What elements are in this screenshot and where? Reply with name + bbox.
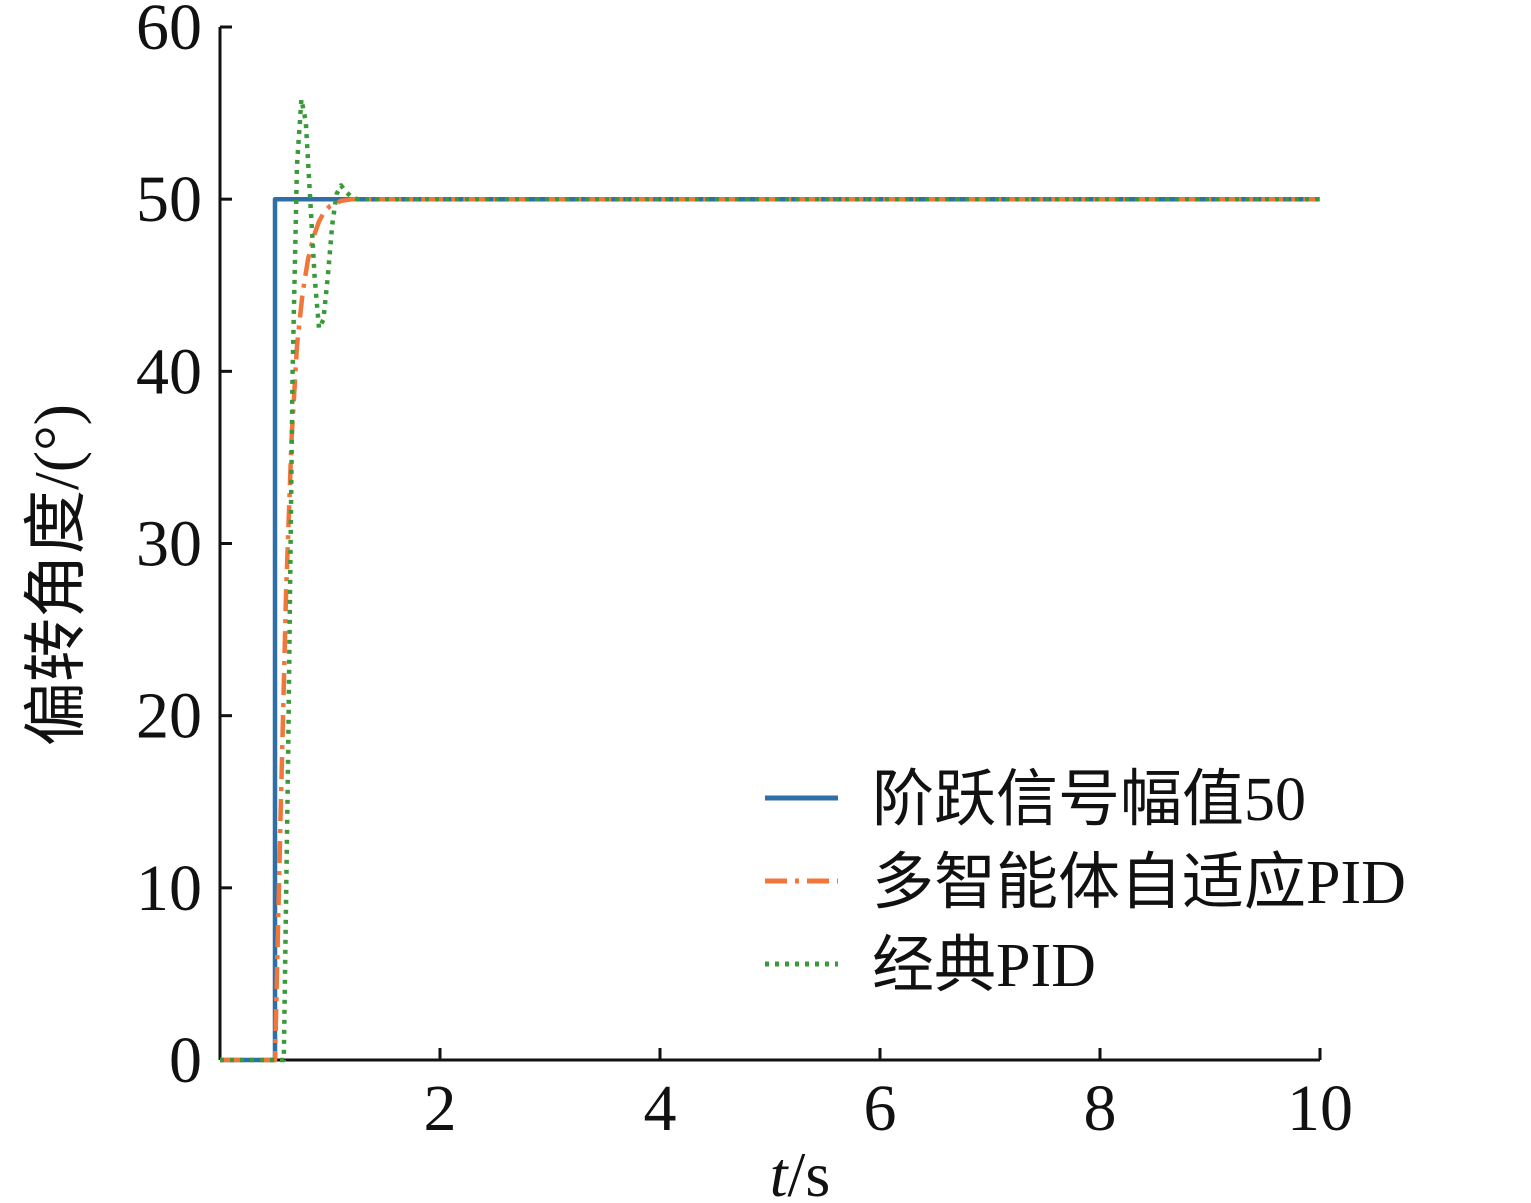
series-line-3 — [220, 97, 1320, 1063]
x-tick-label: 2 — [424, 1072, 457, 1145]
x-axis-title-var: t — [770, 1139, 790, 1203]
y-tick-label: 30 — [136, 508, 202, 581]
y-tick-label: 10 — [136, 852, 202, 925]
y-tick-label: 50 — [136, 163, 202, 236]
legend-label-2: 多智能体自适应PID — [872, 849, 1406, 917]
x-tick-label: 10 — [1287, 1072, 1353, 1145]
series-line-2 — [220, 196, 1320, 1063]
x-tick-label: 4 — [644, 1072, 677, 1145]
y-axis-title: 偏转角度/(°) — [21, 404, 92, 746]
series-line-1 — [220, 196, 1320, 1063]
tick-group: 0 10 20 30 40 50 60 2 4 6 8 10 — [136, 0, 1353, 1145]
x-axis-title: t/s — [770, 1139, 830, 1203]
legend: 阶跃信号幅值50 多智能体自适应PID 经典PID — [765, 766, 1406, 1000]
x-tick-label: 8 — [1084, 1072, 1117, 1145]
y-tick-label: 20 — [136, 680, 202, 753]
legend-label-1: 阶跃信号幅值50 — [872, 766, 1306, 834]
x-tick-label: 6 — [864, 1072, 897, 1145]
legend-label-3: 经典PID — [872, 932, 1096, 1000]
x-axis-title-unit: /s — [788, 1139, 831, 1203]
y-tick-label: 0 — [169, 1024, 202, 1097]
series-group — [220, 97, 1320, 1063]
y-tick-label: 40 — [136, 335, 202, 408]
y-tick-label: 60 — [136, 0, 202, 64]
